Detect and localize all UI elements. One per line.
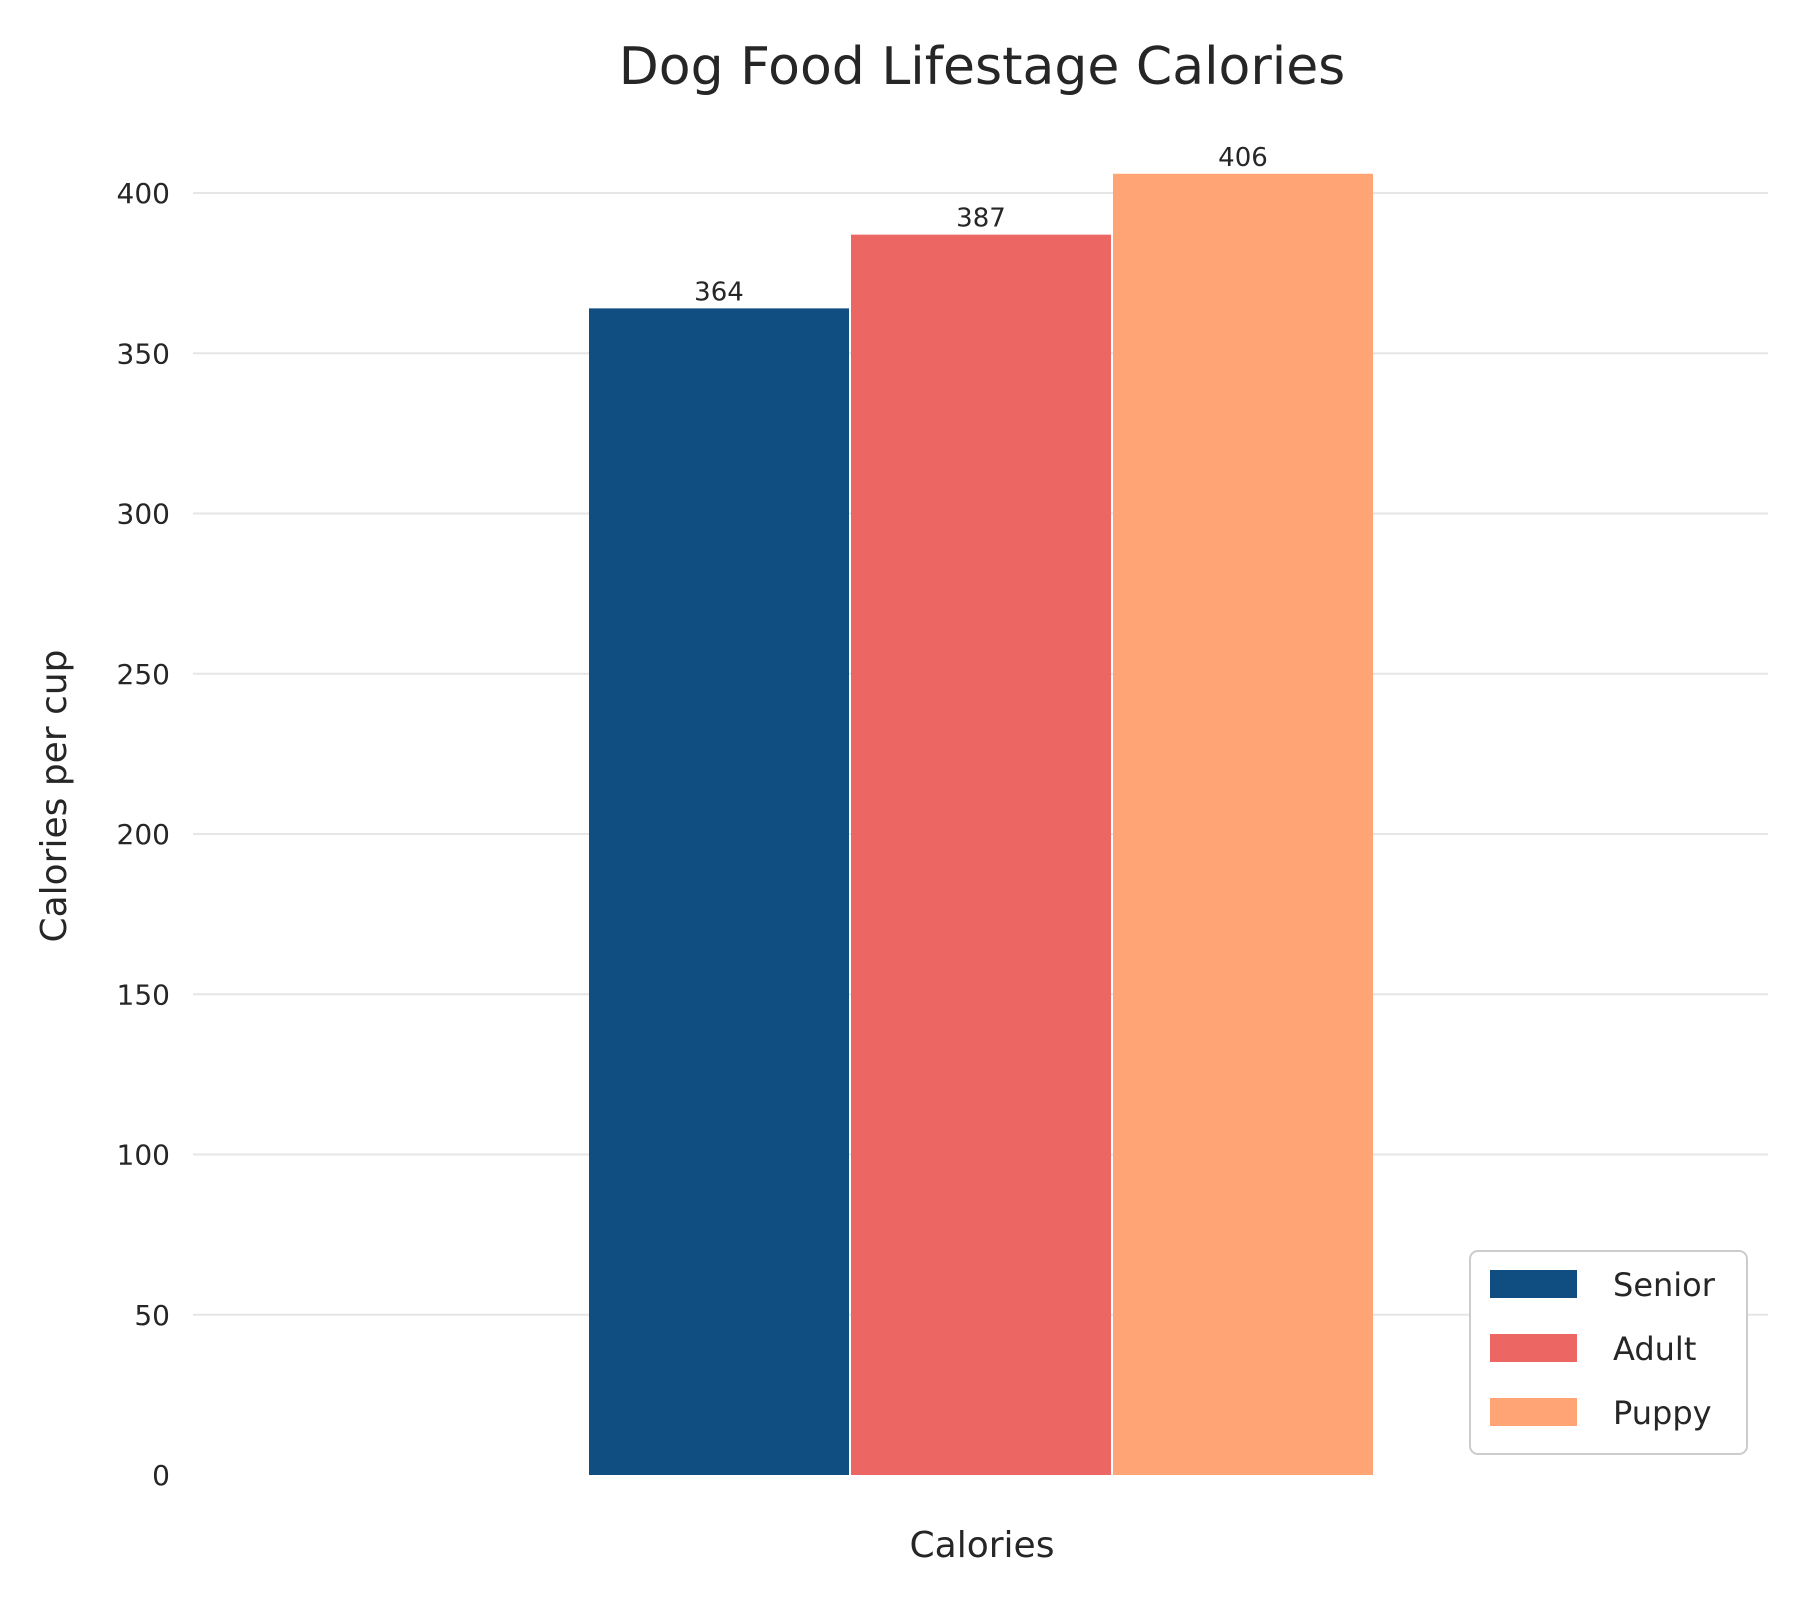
y-tick-label: 50 [134,1299,170,1332]
data-labels: 364 387 406 [694,143,1268,308]
x-axis-label: Calories [910,1525,1055,1566]
legend-swatch-puppy [1490,1398,1577,1426]
legend-label-adult: Adult [1613,1330,1696,1368]
legend-label-senior: Senior [1613,1266,1716,1304]
legend-swatch-adult [1490,1334,1577,1362]
y-axis-ticks: 0 50 100 150 200 250 300 350 400 [117,177,170,1492]
bar-senior [589,308,849,1475]
data-label-senior: 364 [694,277,744,307]
chart-title: Dog Food Lifestage Calories [619,37,1346,97]
data-label-puppy: 406 [1218,143,1268,173]
legend: Senior Adult Puppy [1469,1250,1748,1455]
bar-puppy [1113,173,1373,1475]
y-tick-label: 150 [117,978,170,1011]
data-label-adult: 387 [956,204,1006,234]
y-tick-label: 100 [117,1139,170,1172]
y-tick-label: 400 [117,177,170,210]
y-axis-label: Calories per cup [34,649,75,942]
y-tick-label: 300 [117,498,170,531]
legend-label-puppy: Puppy [1613,1394,1712,1432]
y-tick-label: 250 [117,658,170,691]
y-tick-label: 0 [152,1459,170,1492]
bars [589,173,1373,1475]
y-tick-label: 350 [117,337,170,370]
y-tick-label: 200 [117,818,170,851]
bar-adult [851,234,1111,1475]
legend-swatch-senior [1490,1270,1577,1298]
